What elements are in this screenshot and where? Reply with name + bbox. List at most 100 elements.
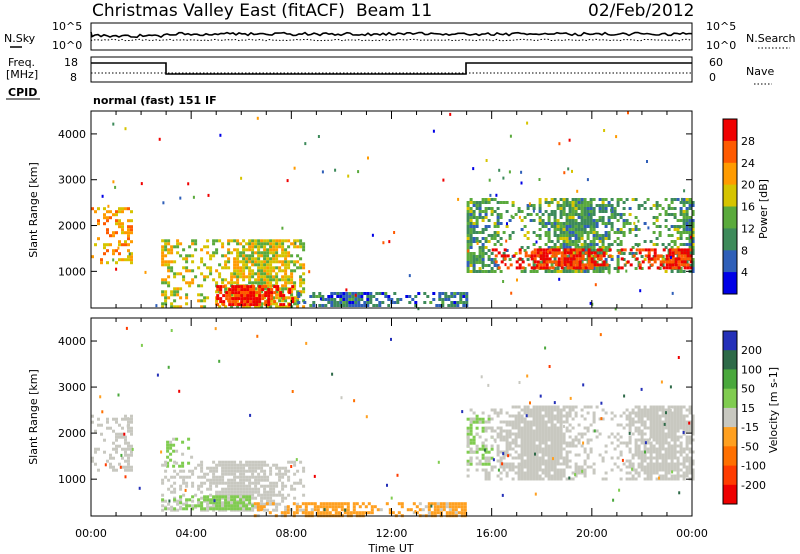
echo-cell [496, 240, 500, 243]
echo-cell [649, 207, 653, 210]
echo-cell [272, 254, 276, 258]
echo-cell [466, 417, 470, 421]
echo-cell [227, 481, 231, 485]
echo-cell [574, 234, 578, 237]
echo-cell [466, 462, 470, 466]
echo-cell [249, 291, 253, 295]
echo-cell [203, 498, 207, 502]
echo-cell [562, 231, 566, 234]
echo-cell [635, 257, 639, 261]
echo-cell [671, 254, 675, 258]
echo-cell [299, 257, 303, 261]
echo-cell [170, 505, 174, 509]
echo-cell [616, 261, 620, 264]
echo-cell [228, 297, 232, 301]
echo-cell [352, 508, 356, 512]
echo-point [644, 450, 646, 454]
echo-cell [439, 502, 443, 506]
echo-cell [118, 219, 121, 223]
echo-cell [535, 462, 539, 466]
echo-cell [264, 294, 268, 298]
echo-cell [412, 511, 416, 515]
echo-cell [236, 248, 240, 252]
echo-cell [212, 278, 216, 282]
echo-cell [523, 405, 527, 409]
echo-cell [677, 266, 681, 270]
echo-cell [568, 231, 572, 234]
echo-cell [544, 447, 548, 451]
echo-cell [550, 270, 554, 273]
echo-cell [580, 213, 584, 216]
echo-cell [221, 242, 225, 246]
echo-cell [622, 462, 626, 466]
echo-cell [682, 465, 686, 469]
echo-cell [532, 477, 536, 481]
echo-cell [634, 252, 638, 255]
velocity-ylabel: Slant Range [km] [27, 369, 40, 465]
echo-point [669, 256, 672, 259]
echo-cell [553, 258, 557, 261]
echo-cell [514, 414, 518, 418]
echo-cell [167, 284, 171, 288]
echo-cell [414, 295, 418, 298]
echo-cell [454, 502, 458, 506]
echo-cell [676, 231, 680, 234]
echo-cell [251, 281, 255, 285]
echo-cell [532, 462, 536, 466]
echo-cell [287, 278, 291, 282]
echo-cell [286, 505, 290, 509]
echo-cell [224, 501, 228, 505]
echo-cell [239, 493, 243, 497]
echo-point [593, 429, 596, 433]
echo-cell [275, 508, 279, 512]
echo-cell [490, 465, 494, 469]
echo-cell [691, 414, 695, 418]
echo-cell [554, 248, 558, 252]
echo-cell [472, 204, 476, 207]
echo-cell [209, 272, 213, 276]
echo-cell [571, 225, 575, 228]
echo-cell [466, 450, 470, 454]
echo-cell [290, 275, 294, 279]
echo-cell [469, 252, 473, 255]
echo-cell [688, 465, 692, 469]
echo-cell [343, 511, 347, 515]
echo-cell [272, 487, 276, 491]
echo-cell [170, 245, 174, 249]
echo-cell [529, 270, 533, 273]
echo-cell [541, 423, 545, 427]
echo-cell [370, 508, 374, 512]
echo-cell [583, 204, 587, 207]
echo-cell [346, 505, 350, 509]
echo-cell [269, 266, 273, 270]
echo-cell [688, 447, 692, 451]
echo-cell [581, 254, 585, 258]
echo-cell [649, 414, 653, 418]
echo-cell [565, 429, 569, 433]
echo-cell [182, 278, 186, 282]
echo-cell [94, 429, 97, 433]
echo-cell [299, 284, 303, 288]
echo-cell [559, 435, 563, 439]
echo-cell [553, 468, 557, 472]
echo-cell [260, 281, 264, 285]
echo-cell [604, 477, 608, 481]
echo-cell [478, 417, 482, 421]
echo-point [589, 301, 592, 305]
echo-cell [242, 469, 246, 473]
echo-cell [637, 429, 641, 433]
echo-cell [200, 460, 204, 464]
echo-cell [263, 248, 267, 252]
echo-cell [631, 474, 635, 478]
echo-cell [647, 248, 651, 252]
echo-cell [448, 502, 452, 506]
echo-cell [601, 240, 605, 243]
echo-cell [248, 260, 252, 264]
echo-cell [496, 432, 500, 436]
echo-cell [679, 420, 683, 424]
echo-point [207, 193, 210, 197]
echo-cell [577, 204, 581, 207]
echo-cell [523, 267, 527, 270]
echo-cell [640, 438, 644, 442]
echo-cell [227, 239, 231, 243]
